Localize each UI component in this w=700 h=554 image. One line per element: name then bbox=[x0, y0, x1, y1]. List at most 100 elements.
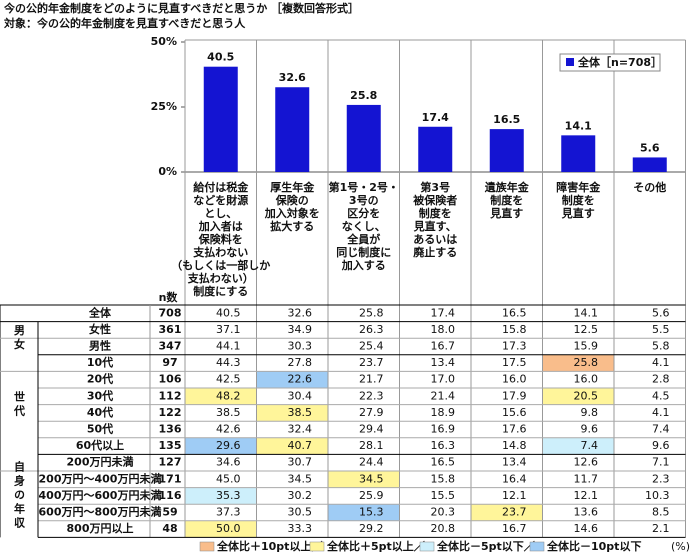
row-n: 171 bbox=[159, 472, 182, 485]
cell: 44.1 bbox=[216, 340, 241, 353]
cell-highlight bbox=[542, 388, 614, 405]
row-label: 200万円未満 bbox=[67, 455, 134, 469]
legend-swatch bbox=[199, 541, 215, 552]
cell: 17.5 bbox=[502, 356, 527, 369]
cell-highlight bbox=[542, 437, 614, 455]
cell: 30.5 bbox=[288, 506, 313, 519]
cell: 30.4 bbox=[288, 389, 313, 402]
row-label: 200万円～400万円未満 bbox=[39, 471, 162, 485]
category-label: などを財源 bbox=[193, 193, 248, 207]
cell: 2.3 bbox=[652, 472, 670, 485]
cell: 7.4 bbox=[581, 439, 599, 452]
row-n: 97 bbox=[162, 356, 177, 369]
cell: 29.6 bbox=[216, 439, 241, 452]
row-n: 135 bbox=[159, 439, 182, 452]
cell: 44.3 bbox=[216, 356, 241, 369]
cell: 27.9 bbox=[359, 406, 384, 419]
category-label: （もしくは一部しか bbox=[171, 258, 270, 272]
cell: 32.6 bbox=[288, 306, 313, 319]
category-label: 厚生年金 bbox=[270, 180, 315, 194]
category-label: なくし、 bbox=[342, 220, 386, 233]
row-n: 361 bbox=[159, 323, 182, 336]
cell: 25.4 bbox=[359, 340, 384, 353]
category-label: 制度を bbox=[490, 193, 523, 207]
unit-label: (%) bbox=[671, 540, 690, 553]
bar bbox=[561, 135, 596, 172]
cell: 30.2 bbox=[288, 489, 313, 502]
chart-subtitle: 対象：今の公的年金制度を見直すべきだと思う人 bbox=[3, 16, 246, 30]
row-label: 女性 bbox=[89, 322, 111, 336]
row-label: 男性 bbox=[89, 339, 111, 353]
row-n: 48 bbox=[162, 522, 177, 535]
n-header: n数 bbox=[159, 290, 179, 304]
cell: 32.4 bbox=[288, 423, 313, 436]
cell: 17.0 bbox=[431, 373, 456, 386]
category-label: 見直す、 bbox=[413, 219, 457, 233]
cell: 35.3 bbox=[216, 489, 241, 502]
row-n: 347 bbox=[159, 340, 182, 353]
cell: 38.5 bbox=[288, 406, 313, 419]
cell: 37.3 bbox=[216, 506, 241, 519]
category-label: 支払わない bbox=[192, 245, 248, 259]
cell: 34.5 bbox=[288, 472, 313, 485]
value-label: 17.4 bbox=[422, 111, 449, 124]
category-label: 障害年金 bbox=[556, 180, 601, 194]
cell: 17.6 bbox=[502, 423, 527, 436]
row-n: 112 bbox=[159, 389, 182, 402]
row-n: 708 bbox=[159, 306, 182, 319]
bar bbox=[203, 66, 238, 172]
legend-label: 全体比－10pt以下 bbox=[546, 539, 641, 553]
category-label: 見直す bbox=[561, 206, 595, 220]
cell: 16.4 bbox=[502, 472, 527, 485]
row-label: 800万円以上 bbox=[67, 521, 134, 535]
row-n: 116 bbox=[159, 489, 182, 502]
cell: 26.3 bbox=[359, 323, 384, 336]
y-tick-label: 50% bbox=[151, 35, 177, 48]
cell: 9.6 bbox=[581, 423, 599, 436]
cell: 50.0 bbox=[216, 522, 241, 535]
legend-swatch bbox=[309, 541, 325, 552]
cell: 12.1 bbox=[502, 489, 527, 502]
cell: 4.5 bbox=[652, 389, 670, 402]
cell: 5.6 bbox=[652, 306, 670, 319]
cell: 20.8 bbox=[431, 522, 456, 535]
cell: 29.2 bbox=[359, 522, 384, 535]
cell: 14.8 bbox=[502, 439, 527, 452]
cell-highlight bbox=[256, 437, 328, 455]
cell: 21.4 bbox=[431, 389, 456, 402]
cell: 15.5 bbox=[431, 489, 456, 502]
cell: 13.4 bbox=[502, 456, 527, 469]
cell: 24.4 bbox=[359, 456, 384, 469]
row-label: 40代 bbox=[87, 405, 113, 419]
row-label: 50代 bbox=[87, 422, 113, 436]
category-label: 給付は税金 bbox=[193, 180, 249, 194]
cell: 14.6 bbox=[574, 522, 599, 535]
value-label: 40.5 bbox=[207, 51, 234, 64]
row-n: 59 bbox=[162, 506, 177, 519]
cell: 13.6 bbox=[574, 506, 599, 519]
cell: 30.3 bbox=[288, 340, 313, 353]
category-label: 廃止する bbox=[413, 245, 457, 259]
cell: 16.9 bbox=[431, 423, 456, 436]
cell: 25.8 bbox=[359, 306, 384, 319]
category-label: 加入する bbox=[341, 258, 386, 272]
cell: 14.1 bbox=[574, 306, 599, 319]
legend-box bbox=[559, 53, 661, 72]
cell-highlight bbox=[185, 437, 257, 455]
cell: 30.7 bbox=[288, 456, 313, 469]
cell: 12.5 bbox=[574, 323, 599, 336]
bar bbox=[418, 126, 453, 172]
cell-highlight bbox=[185, 388, 257, 405]
row-n: 136 bbox=[159, 423, 182, 436]
row-label: 全体 bbox=[88, 305, 112, 319]
cell: 25.9 bbox=[359, 489, 384, 502]
cell-highlight bbox=[542, 354, 614, 372]
cell: 40.7 bbox=[288, 439, 313, 452]
row-n: 122 bbox=[159, 406, 182, 419]
legend-label: 全体比＋10pt以上／ bbox=[216, 539, 322, 553]
cell: 8.5 bbox=[652, 506, 670, 519]
category-label: 被保険者 bbox=[413, 193, 457, 207]
category-label: 同じ制度に bbox=[336, 245, 391, 259]
row-label: 600万円～800万円未満 bbox=[39, 505, 162, 519]
cell-highlight bbox=[185, 520, 257, 538]
